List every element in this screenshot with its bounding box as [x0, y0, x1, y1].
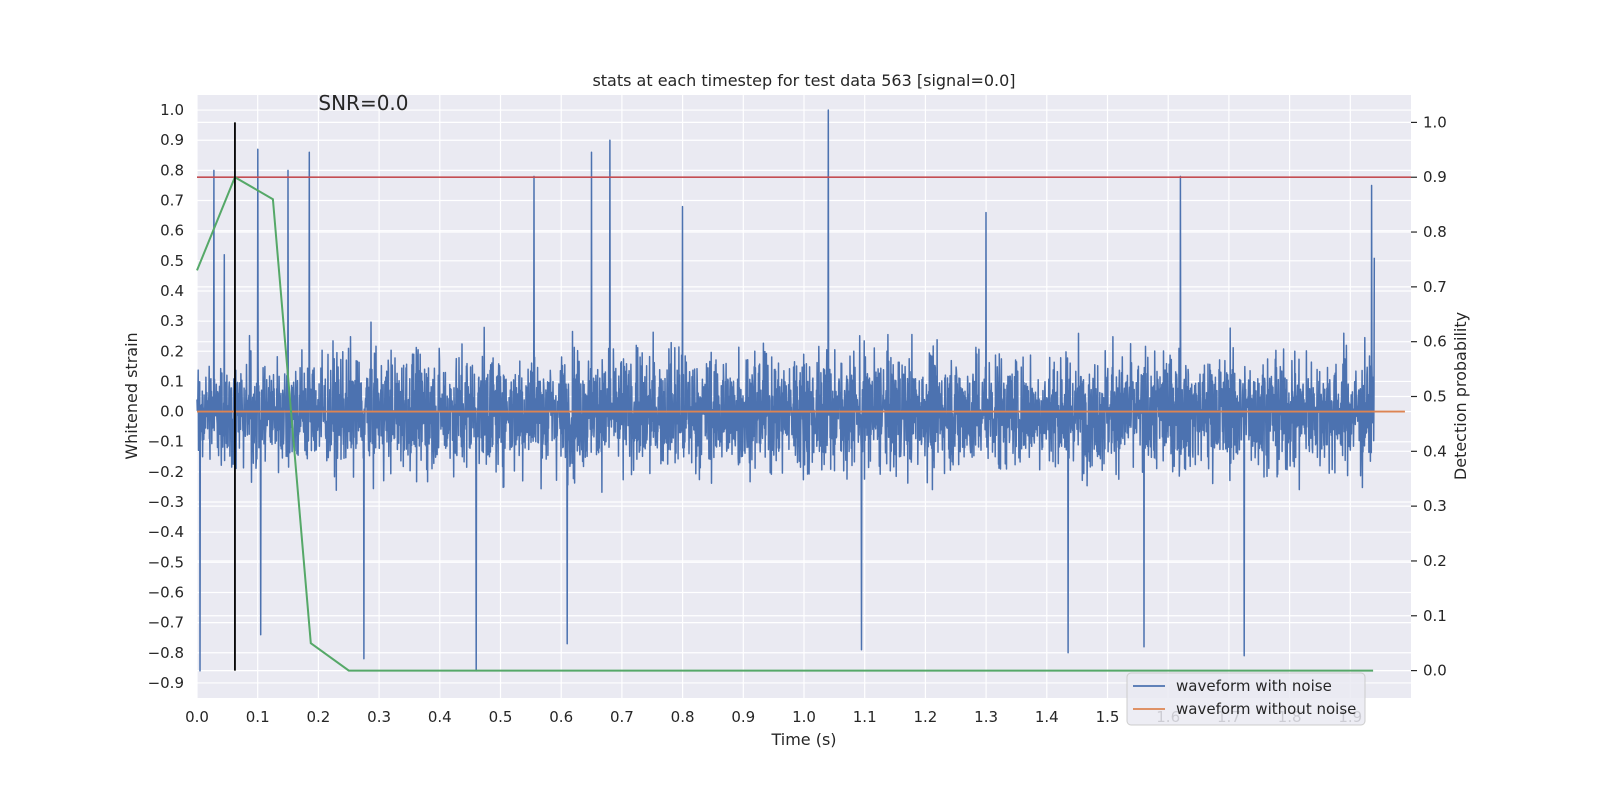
chart-title: stats at each timestep for test data 563…: [592, 71, 1015, 90]
y-left-tick-label: 0.7: [160, 192, 184, 210]
legend-label-noise: waveform with noise: [1176, 677, 1332, 695]
legend-box: [1126, 672, 1366, 726]
y-right-tick-label: 1.0: [1423, 113, 1447, 131]
y-right-tick-label: 0.0: [1423, 662, 1447, 680]
y-left-tick-label: 0.5: [160, 252, 184, 270]
y-left-tick-label: −0.5: [148, 553, 184, 571]
y-right-tick-label: 0.4: [1423, 442, 1447, 460]
y-axis-right: 0.0 0.1 0.2 0.3 0.4 0.5 0.6 0.7 0.8 0.9 1.0: [1411, 113, 1447, 680]
y-left-tick-label: −0.1: [148, 433, 184, 451]
y-left-tick-label: 0.4: [160, 282, 184, 300]
y-axis-left-label: Whitened strain: [122, 332, 141, 459]
y-left-tick-label: 0.0: [160, 403, 184, 421]
series-waveform-with-noise: [196, 109, 1376, 672]
y-left-tick-label: 0.2: [160, 342, 184, 360]
x-tick-label: 0.1: [246, 708, 270, 726]
y-right-tick-label: 0.3: [1423, 497, 1447, 515]
x-tick-label: 0.8: [671, 708, 695, 726]
x-tick-label: 0.3: [367, 708, 391, 726]
y-left-tick-label: −0.8: [148, 644, 184, 662]
y-left-tick-label: 0.6: [160, 222, 184, 240]
y-left-tick-label: −0.2: [148, 463, 184, 481]
y-left-tick-label: 0.3: [160, 312, 184, 330]
x-tick-label: 1.1: [853, 708, 877, 726]
series-detection-probability: [196, 175, 1374, 672]
x-tick-label: 1.5: [1096, 708, 1120, 726]
y-right-tick-label: 0.9: [1423, 168, 1447, 186]
y-left-tick-label: −0.4: [148, 523, 184, 541]
legend: waveform with noise waveform without noi…: [1126, 672, 1366, 726]
y-left-tick-label: −0.6: [148, 583, 184, 601]
x-tick-label: 0.7: [610, 708, 634, 726]
y-left-tick-label: −0.9: [148, 674, 184, 692]
y-left-tick-label: 0.9: [160, 131, 184, 149]
y-axis-right-label: Detection probability: [1451, 312, 1470, 480]
x-tick-label: 0.9: [731, 708, 755, 726]
x-tick-label: 0.0: [185, 708, 209, 726]
y-left-tick-label: −0.7: [148, 614, 184, 632]
y-left-tick-label: 1.0: [160, 101, 184, 119]
y-right-tick-label: 0.6: [1423, 333, 1447, 351]
y-right-tick-label: 0.7: [1423, 278, 1447, 296]
y-right-tick-label: 0.8: [1423, 223, 1447, 241]
x-tick-label: 1.4: [1035, 708, 1059, 726]
legend-label-clean: waveform without noise: [1176, 700, 1356, 718]
snr-annotation: SNR=0.0: [318, 91, 408, 115]
y-right-tick-label: 0.1: [1423, 607, 1447, 625]
y-right-tick-label: 0.5: [1423, 388, 1447, 406]
noisy-waveform: [196, 109, 1376, 672]
y-left-tick-label: 0.8: [160, 161, 184, 179]
x-tick-label: 1.0: [792, 708, 816, 726]
x-tick-label: 1.3: [974, 708, 998, 726]
y-axis-left: −0.9 −0.8 −0.7 −0.6 −0.5 −0.4 −0.3 −0.2 −0.1 0.0 0…: [148, 101, 184, 692]
x-tick-label: 0.5: [489, 708, 513, 726]
y-right-tick-label: 0.2: [1423, 552, 1447, 570]
x-axis-label: Time (s): [770, 730, 836, 749]
x-tick-label: 0.2: [306, 708, 330, 726]
x-tick-label: 1.2: [913, 708, 937, 726]
x-tick-label: 0.6: [549, 708, 573, 726]
y-left-tick-label: −0.3: [148, 493, 184, 511]
y-left-tick-label: 0.1: [160, 372, 184, 390]
x-tick-label: 0.4: [428, 708, 452, 726]
